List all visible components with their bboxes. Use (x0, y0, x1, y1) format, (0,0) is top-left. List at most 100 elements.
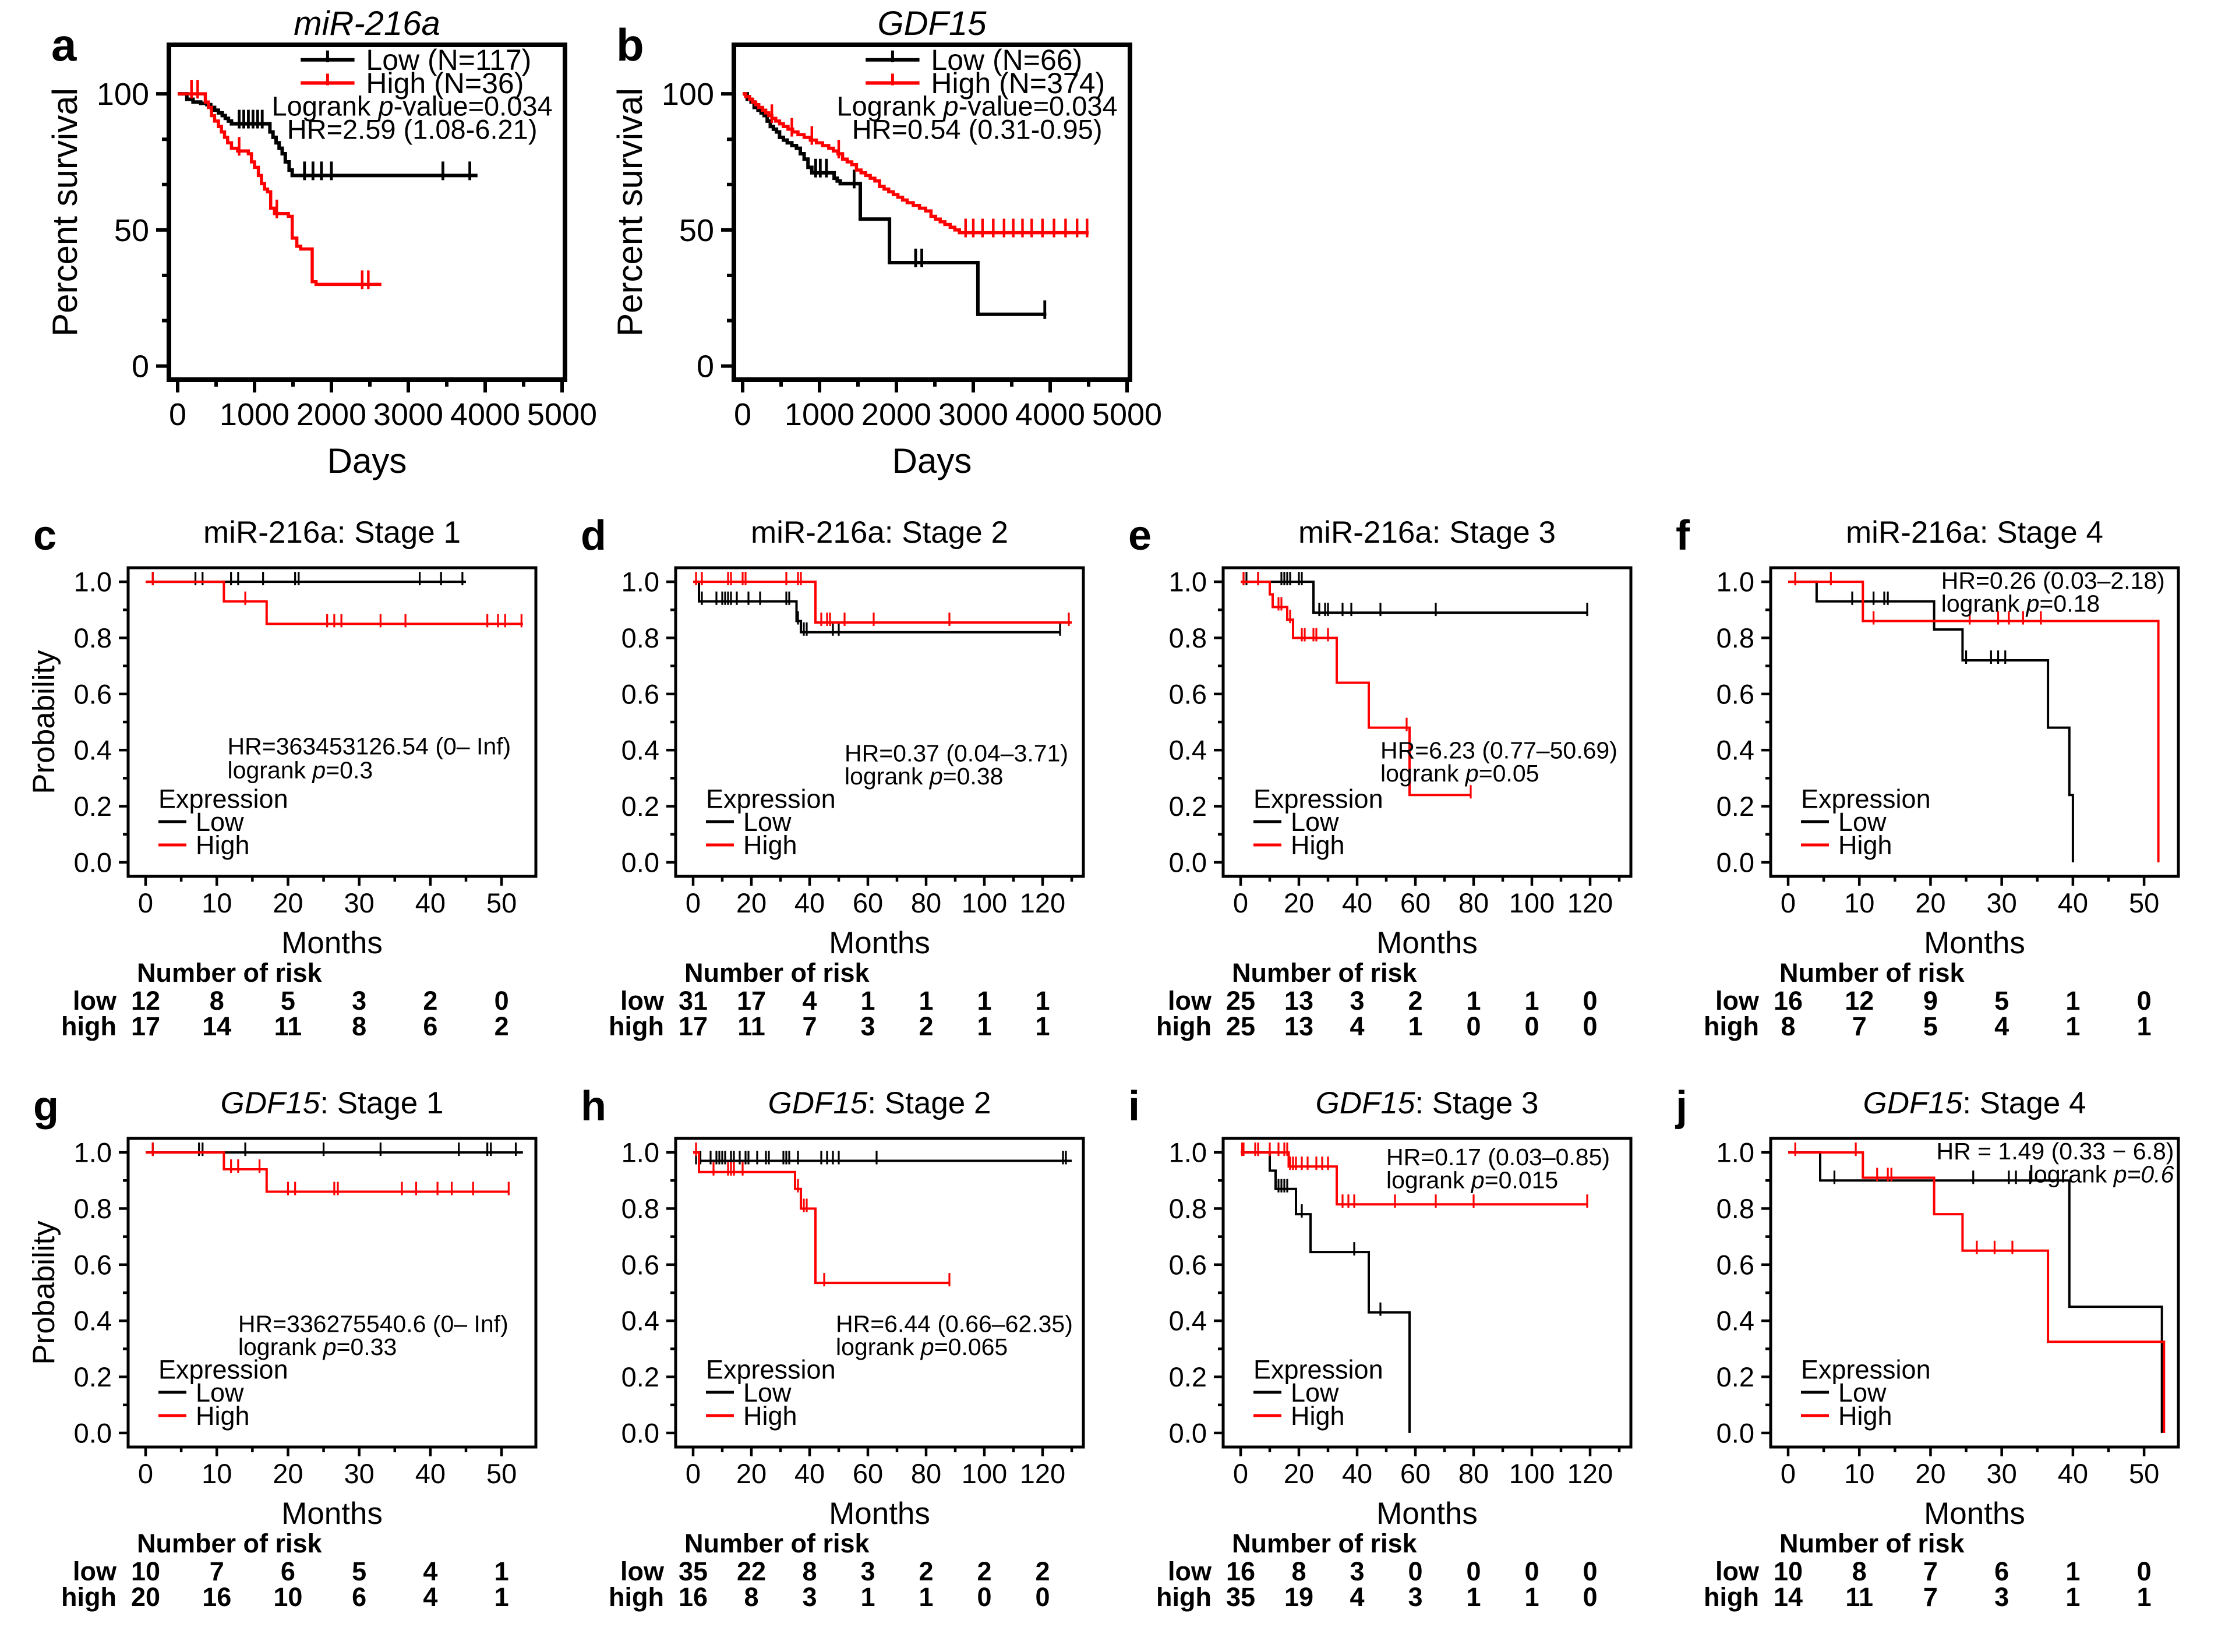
risk-row-label-high: high (1156, 1582, 1212, 1612)
risk-cell: 1 (1466, 986, 1481, 1016)
risk-cell: 2 (977, 1557, 991, 1586)
x-tick-label: 20 (736, 887, 767, 918)
panel-title-j: GDF15: Stage 4 (1863, 1086, 2086, 1120)
km-plot-h: h GDF15: Stage 20.00.20.40.60.81.00 20 40 60… (581, 1083, 1085, 1612)
panel-i: i GDF15: Stage 3 0.0 0.2 0.4 0.6 0.8 1.0 0 20 40 60… (1127, 1083, 1669, 1651)
risk-cell: 3 (1994, 1582, 2009, 1612)
y-tick-label: 50 (679, 213, 714, 248)
x-tick-label: 100 (1509, 887, 1555, 918)
risk-cell: 3 (352, 986, 366, 1016)
x-tick-label: 30 (1987, 1458, 2017, 1489)
y-tick-label: 50 (114, 213, 149, 248)
x-tick-label: 20 (1915, 887, 1945, 918)
censor-marks-high (151, 572, 522, 628)
risk-cell: 0 (495, 986, 509, 1016)
x-tick-label: 50 (2129, 1458, 2159, 1489)
y-tick-label: 1.0 (74, 567, 112, 597)
risk-cell: 0 (1524, 1011, 1539, 1041)
risk-cell: 5 (352, 1557, 366, 1586)
risk-cell: 1 (2065, 1582, 2080, 1612)
panel-title-b: GDF15 (878, 7, 987, 43)
x-tick-label: 120 (1020, 1458, 1065, 1489)
risk-row-label-low: low (73, 986, 117, 1016)
stats-annotation: HR=6.44 (0.66–62.35) (836, 1310, 1073, 1337)
x-tick-label: 10 (202, 887, 232, 918)
risk-row-label-low: low (1715, 1557, 1760, 1586)
risk-cell: 8 (744, 1582, 758, 1612)
risk-cell: 12 (1845, 986, 1874, 1016)
legend-label-high: High (196, 1401, 250, 1431)
risk-cell: 35 (1226, 1582, 1255, 1612)
panel-title-h: GDF15: Stage 2 (768, 1086, 991, 1120)
y-tick-label: 0.4 (74, 735, 112, 766)
legend-label-high: High (743, 830, 797, 860)
panel-letter-a: a (51, 19, 77, 70)
risk-table-title: Number of risk (684, 1529, 870, 1558)
y-tick-label: 0 (697, 349, 714, 384)
risk-cell: 1 (919, 1582, 933, 1612)
x-tick-label: 0 (734, 397, 751, 432)
legend-label-low: Low (N=117) (366, 44, 531, 76)
x-axis-label: Months (1376, 926, 1478, 960)
risk-cell: 3 (860, 1557, 875, 1586)
risk-cell: 0 (1583, 1011, 1597, 1041)
panel-title-c: miR-216a: Stage 1 (203, 515, 461, 550)
stats-annotation: HR=0.37 (0.04–3.71) (845, 740, 1068, 766)
risk-cell: 10 (273, 1582, 302, 1612)
x-tick-label: 20 (736, 1458, 767, 1489)
risk-row-label-low: low (1168, 986, 1212, 1016)
censor-marks-low (1277, 1179, 1382, 1316)
y-tick-label: 0.4 (1717, 735, 1754, 766)
legend-label-low: Low (1291, 1378, 1339, 1407)
y-tick-label: 0.2 (621, 791, 659, 822)
risk-cell: 0 (1583, 1582, 1597, 1612)
risk-cell: 1 (2065, 986, 2080, 1016)
y-tick-label: 100 (662, 77, 714, 112)
y-tick-label: 1.0 (1169, 567, 1207, 597)
risk-cell: 1 (1035, 1011, 1050, 1041)
km-curve-high (1788, 581, 2160, 862)
risk-row-label-low: low (620, 1557, 665, 1586)
censor-marks-high (1794, 572, 2042, 625)
y-tick-label: 0.0 (1717, 847, 1754, 878)
legend-label-high: High (1291, 830, 1345, 860)
censor-marks-high (770, 104, 1089, 238)
plot-frame (674, 566, 1085, 878)
risk-cell: 3 (860, 1011, 875, 1041)
y-tick-label: 0.6 (621, 1249, 659, 1280)
risk-cell: 10 (131, 1557, 160, 1586)
x-tick-label: 30 (1987, 887, 2017, 918)
censor-marks-low (151, 572, 464, 586)
km-plot-g: g GDF15: Stage 10.00.20.40.60.81.00 10 20 30… (27, 1083, 538, 1612)
risk-cell: 7 (1923, 1557, 1938, 1586)
x-tick-label: 60 (1400, 887, 1431, 918)
legend-title: Expression (1253, 1355, 1383, 1385)
km-curve-high (146, 1151, 509, 1193)
risk-row-label-high: high (61, 1582, 116, 1612)
risk-cell: 1 (495, 1582, 509, 1612)
risk-cell: 0 (1524, 1557, 1539, 1586)
panel-title-f: miR-216a: Stage 4 (1846, 515, 2103, 550)
legend-title: Expression (706, 1355, 836, 1385)
risk-cell: 6 (352, 1582, 366, 1612)
risk-cell: 1 (860, 1582, 875, 1612)
x-tick-label: 40 (1342, 887, 1372, 918)
legend-label-high: High (N=36) (366, 67, 524, 100)
y-tick-label: 0.4 (74, 1306, 112, 1336)
stats-annotation: HR=2.59 (1.08-6.21) (287, 114, 538, 144)
risk-cell: 25 (1226, 986, 1255, 1016)
risk-cell: 1 (1524, 986, 1539, 1016)
risk-cell: 16 (202, 1582, 231, 1612)
censor-marks-low (238, 109, 471, 181)
risk-row-label-low: low (1168, 1557, 1212, 1586)
risk-row-label-high: high (1704, 1582, 1759, 1612)
x-tick-label: 40 (2058, 887, 2088, 918)
plot-frame (126, 566, 538, 878)
y-tick-label: 0.4 (1169, 1306, 1207, 1336)
risk-cell: 1 (2137, 1582, 2152, 1612)
x-axis-label: Months (829, 1497, 930, 1531)
legend-label-high: High (1291, 1401, 1345, 1431)
risk-cell: 11 (737, 1011, 765, 1041)
risk-cell: 0 (2137, 1557, 2152, 1586)
y-tick-label: 0.2 (1717, 791, 1754, 822)
